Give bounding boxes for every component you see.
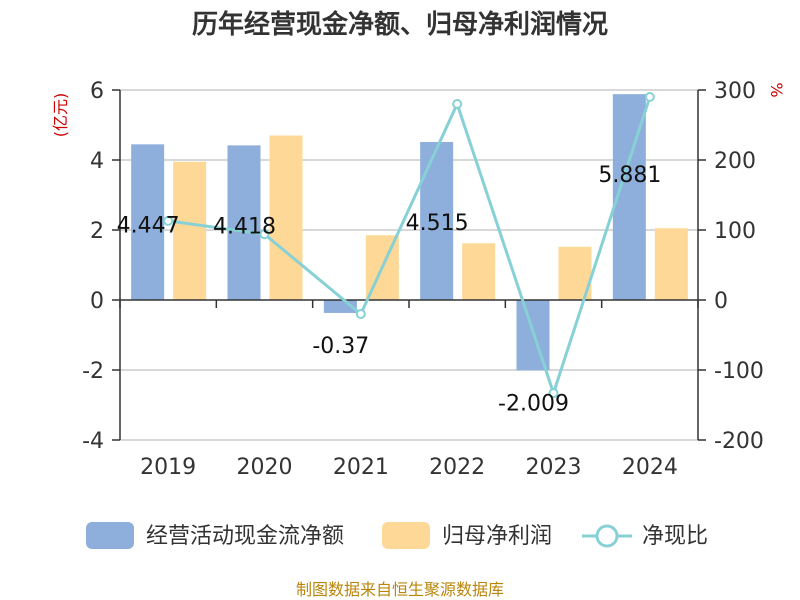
line-series <box>163 92 655 399</box>
left-tick-label: 4 <box>90 149 104 174</box>
x-tick-label: 2019 <box>140 455 196 480</box>
bar-net-profit <box>654 228 688 300</box>
x-tick-label: 2024 <box>622 455 678 480</box>
data-label-cashflow: -0.37 <box>312 334 369 359</box>
right-tick-label: -100 <box>714 359 764 384</box>
line-cash-ratio <box>167 96 652 398</box>
left-tick-label: 0 <box>90 289 104 314</box>
chart-title: 历年经营现金净额、归母净利润情况 <box>192 9 608 40</box>
bar-cashflow <box>131 144 165 300</box>
data-label-cashflow: -2.009 <box>498 391 569 416</box>
left-tick-label: 6 <box>90 79 104 104</box>
x-tick-label: 2020 <box>237 455 293 480</box>
right-tick-label: 100 <box>714 219 756 244</box>
x-tick-label: 2022 <box>429 455 485 480</box>
grid <box>120 89 698 441</box>
data-label-cashflow: 4.515 <box>406 211 469 236</box>
right-tick-label: 200 <box>714 149 756 174</box>
point-cash-ratio <box>644 92 655 102</box>
x-tick-label: 2021 <box>333 455 389 480</box>
right-tick-label: -200 <box>714 429 764 454</box>
data-labels: 4.447 4.418 -0.37 4.515 -2.009 5.881 <box>117 163 662 416</box>
point-cash-ratio <box>163 215 174 226</box>
left-tick-label: -2 <box>82 359 104 384</box>
legend-item-net-profit[interactable]: 归母净利润 <box>382 522 552 549</box>
legend-item-cashflow[interactable]: 经营活动现金流净额 <box>86 522 344 549</box>
point-cash-ratio <box>548 388 559 399</box>
point-cash-ratio <box>259 229 270 240</box>
legend-marker-cash-ratio <box>595 524 619 548</box>
bar-net-profit <box>462 243 496 300</box>
bar-cashflow <box>420 141 454 300</box>
legend-swatch-net-profit <box>382 522 430 549</box>
data-label-cashflow: 5.881 <box>598 163 661 188</box>
left-tick-label: -4 <box>82 429 104 454</box>
x-tick-label: 2023 <box>526 455 582 480</box>
legend-swatch-cashflow <box>86 522 134 549</box>
left-tick-label: 2 <box>90 219 104 244</box>
bars <box>131 94 688 371</box>
point-cash-ratio <box>452 99 463 109</box>
right-axis-unit-label: % <box>767 82 786 97</box>
right-tick-label: 0 <box>714 289 728 314</box>
point-cash-ratio <box>355 309 366 319</box>
bar-net-profit <box>269 135 303 300</box>
legend-label-cash-ratio: 净现比 <box>642 524 708 549</box>
bar-cashflow <box>227 145 261 300</box>
legend-label-net-profit: 归母净利润 <box>442 524 552 549</box>
right-tick-label: 300 <box>714 79 756 104</box>
axes: 6 4 2 0 -2 -4 300 200 100 0 -100 -200 2019 2020 2021 20… <box>82 79 764 480</box>
legend: 经营活动现金流净额 归母净利润 净现比 <box>86 522 708 549</box>
bar-net-profit <box>173 161 207 300</box>
legend-item-cash-ratio[interactable]: 净现比 <box>582 524 708 549</box>
left-axis-unit-label: (亿元) <box>51 93 70 138</box>
data-label-cashflow: 4.418 <box>213 214 276 239</box>
data-label-cashflow: 4.447 <box>117 213 180 238</box>
source-note: 制图数据来自恒生聚源数据库 <box>296 580 504 599</box>
legend-label-cashflow: 经营活动现金流净额 <box>146 524 344 549</box>
